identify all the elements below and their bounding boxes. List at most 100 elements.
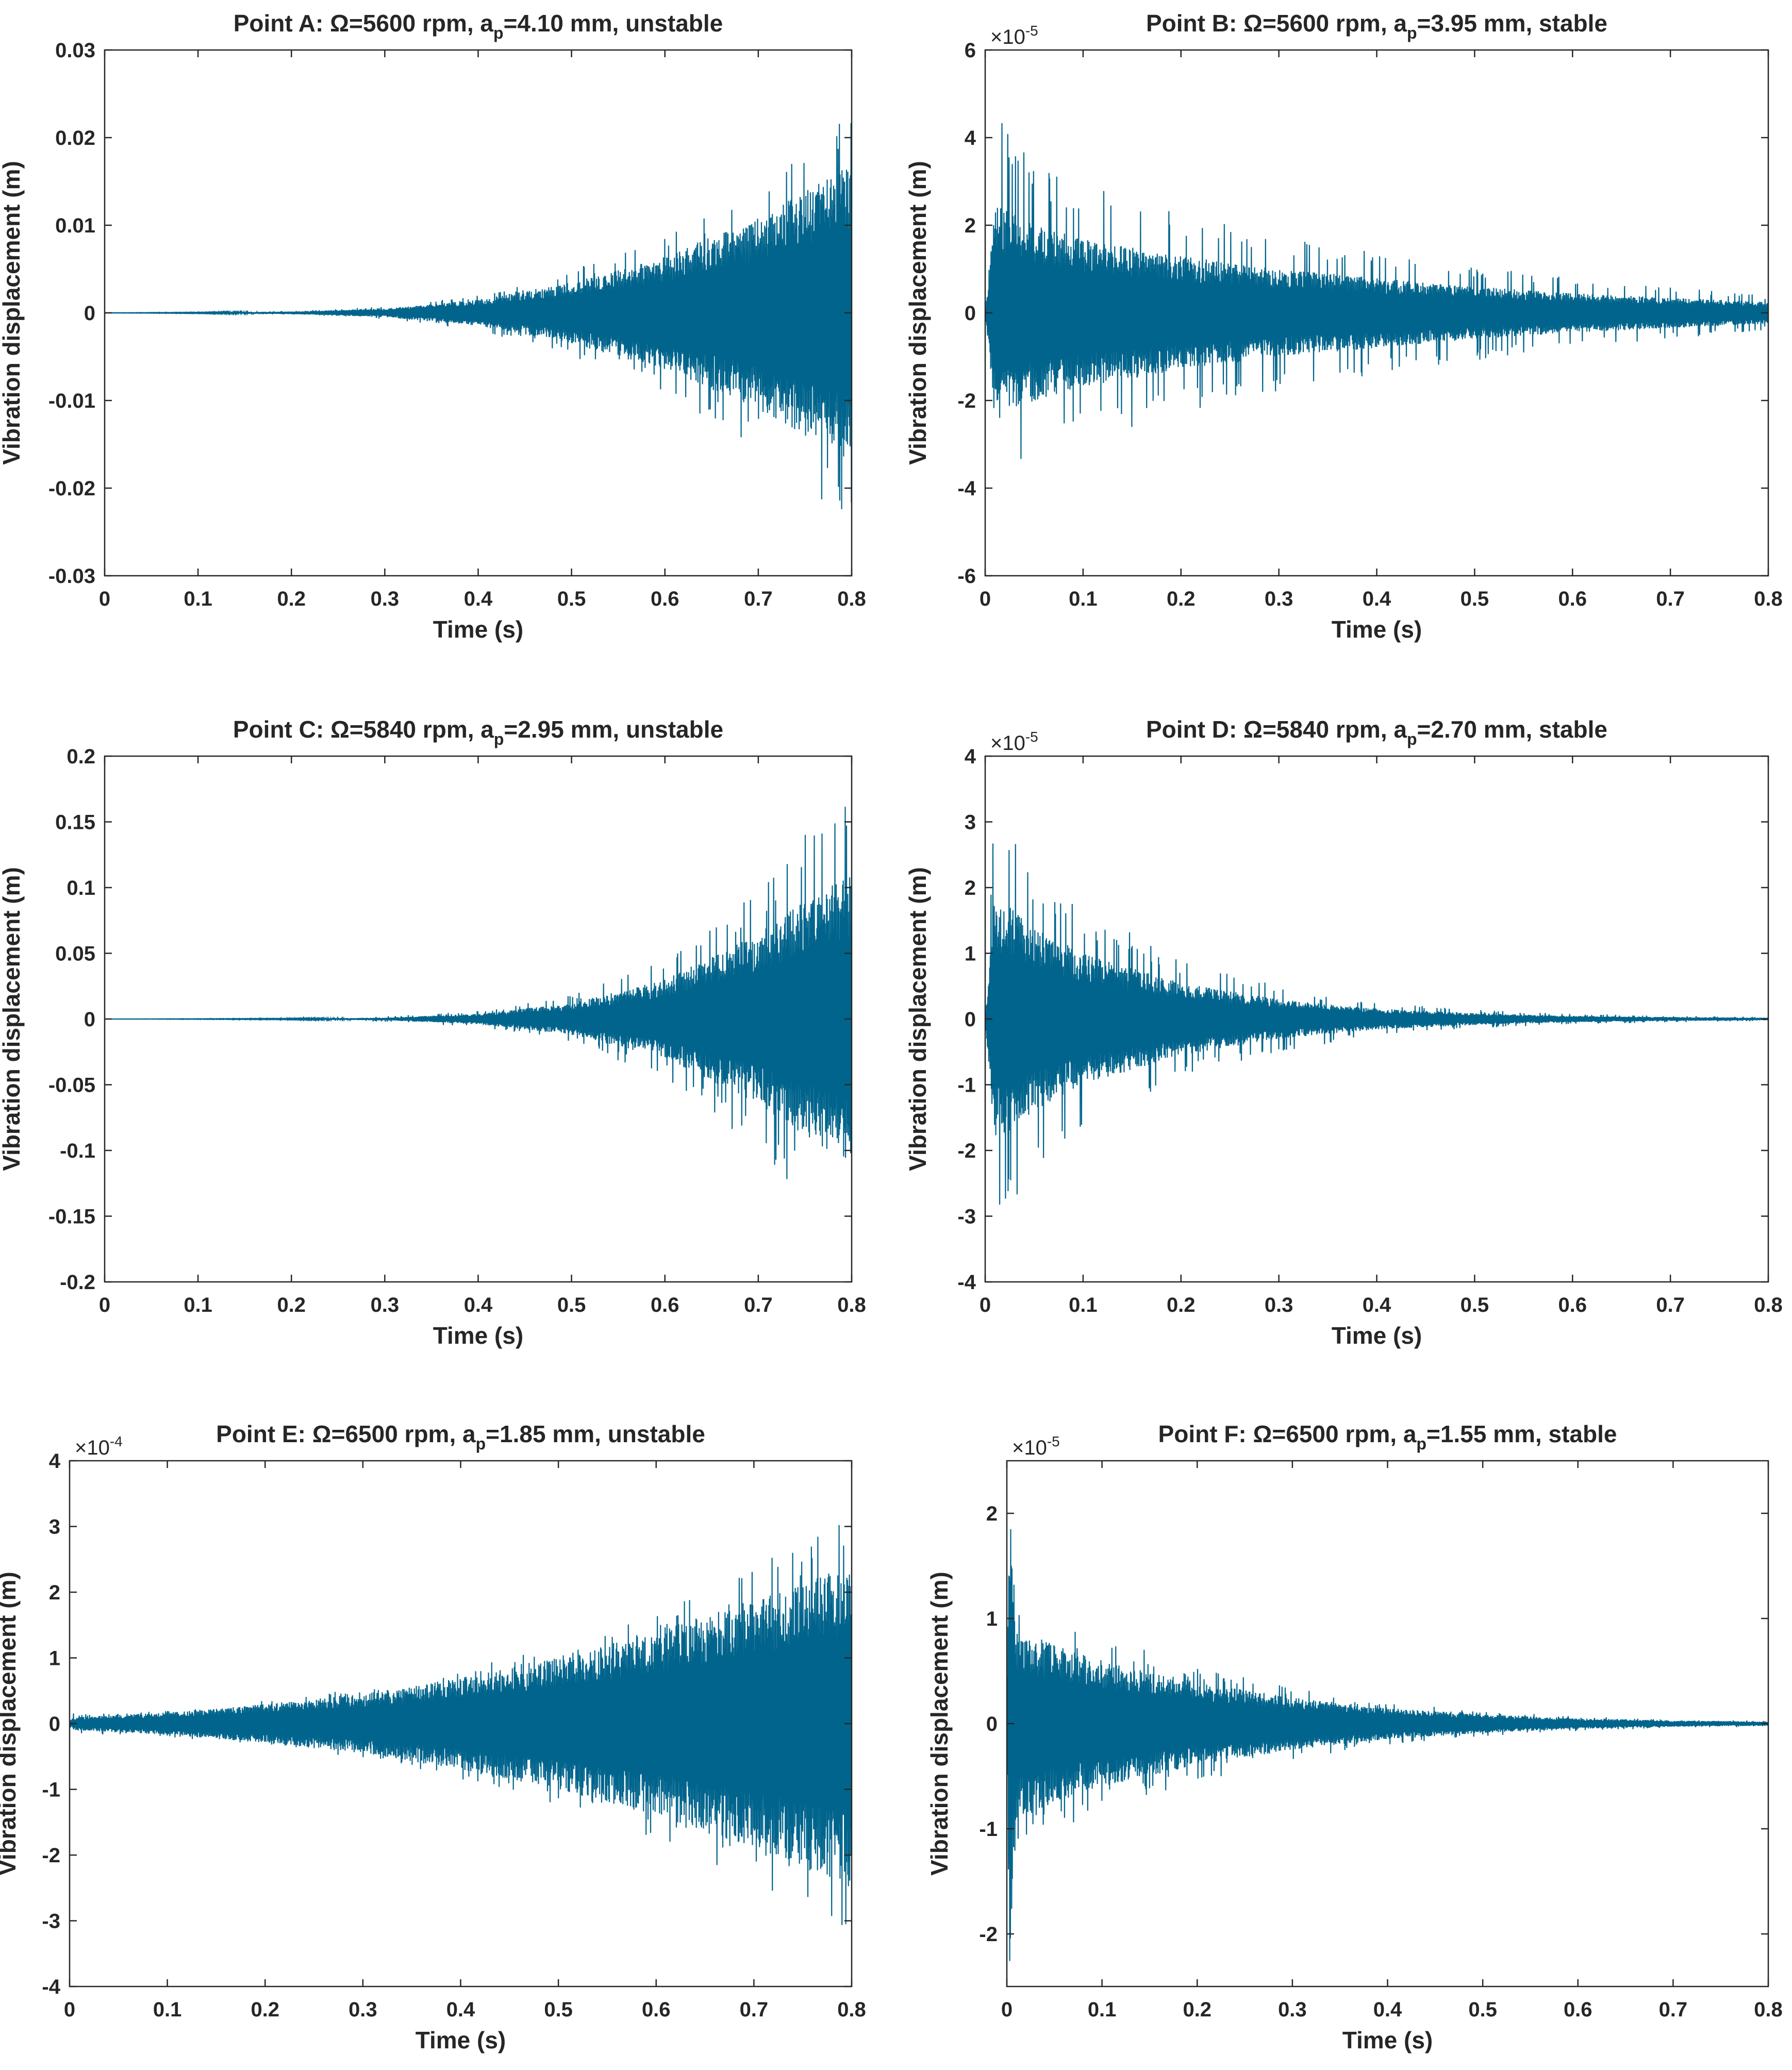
x-tick-label: 0.7 (1656, 1294, 1685, 1316)
series-line-a (105, 123, 852, 509)
x-tick-label: 0.3 (371, 588, 400, 610)
y-tick-label: 3 (49, 1516, 60, 1539)
x-tick-label: 0.6 (651, 1294, 679, 1316)
x-tick-label: 0.4 (464, 588, 493, 610)
x-tick-label: 0.5 (1461, 1294, 1489, 1316)
y-tick-label: -4 (957, 477, 976, 500)
y-tick-label: -4 (42, 1976, 60, 1998)
y-tick-label: 2 (986, 1503, 998, 1525)
series-line-d (985, 843, 1768, 1205)
series-line-e (70, 1525, 852, 1925)
y-tick-label: -0.03 (48, 565, 95, 588)
y-tick-label: -0.01 (48, 390, 95, 412)
x-tick-label: 0 (980, 588, 991, 610)
x-tick-label: 0.8 (837, 1998, 866, 2021)
x-tick-label: 0.5 (1468, 1998, 1497, 2021)
y-tick-label: -0.02 (48, 477, 95, 500)
y-tick-label: -0.05 (48, 1074, 95, 1097)
x-tick-label: 0 (99, 588, 110, 610)
x-axis-label: Time (s) (1332, 616, 1422, 643)
x-tick-label: 0.2 (277, 588, 306, 610)
y-tick-label: 0.2 (67, 745, 95, 768)
x-tick-label: 0.7 (744, 1294, 773, 1316)
exponent-label: ×10-5 (1012, 1433, 1060, 1459)
y-tick-label: -4 (957, 1271, 976, 1294)
y-tick-label: -6 (957, 565, 976, 588)
x-axis-label: Time (s) (1332, 1322, 1422, 1349)
x-tick-label: 0.7 (1659, 1998, 1688, 2021)
series-line-c (105, 807, 852, 1179)
x-tick-label: 0 (64, 1998, 75, 2021)
x-axis-label: Time (s) (433, 616, 524, 643)
series-line-f (1007, 1529, 1768, 1961)
x-tick-label: 0.3 (1265, 1294, 1293, 1316)
x-tick-label: 0.8 (837, 1294, 866, 1316)
x-tick-label: 0.5 (557, 1294, 586, 1316)
y-axis-label: Vibration displacement (m) (0, 161, 25, 465)
y-axis-label: Vibration displacement (m) (0, 867, 25, 1171)
y-tick-label: 0 (84, 1008, 95, 1031)
y-axis-label: Vibration displacement (m) (904, 867, 931, 1171)
y-tick-label: 0.15 (55, 811, 95, 834)
x-tick-label: 0 (1001, 1998, 1013, 2021)
chart-title: Point D: Ω=5840 rpm, ap=2.70 mm, stable (1146, 716, 1607, 748)
x-tick-label: 0.2 (277, 1294, 306, 1316)
chart-panel-c: 0 0.1 0.2 0.3 0.4 0.5 0.6 0.7 0.8 -0.2 -0.15 -0.1 -0… (0, 716, 866, 1349)
x-axis-label: Time (s) (1342, 2027, 1433, 2054)
x-axis-label: Time (s) (433, 1322, 524, 1349)
x-tick-label: 0.6 (642, 1998, 671, 2021)
y-tick-label: -0.1 (60, 1140, 95, 1162)
chart-title: Point E: Ω=6500 rpm, ap=1.85 mm, unstabl… (216, 1421, 705, 1453)
y-tick-label: -0.2 (60, 1271, 95, 1294)
x-tick-label: 0.1 (184, 588, 212, 610)
x-tick-label: 0.2 (1167, 1294, 1196, 1316)
y-tick-label: 2 (965, 877, 976, 899)
x-tick-label: 0.5 (544, 1998, 573, 2021)
chart-panel-e: 0 0.1 0.2 0.3 0.4 0.5 0.6 0.7 0.8 -4 -3 -2 -1 0 1 2 3 4 ×1… (0, 1421, 866, 2054)
chart-panel-d: 0 0.1 0.2 0.3 0.4 0.5 0.6 0.7 0.8 -4 -3 -2 -1 0 1 2 3 4 ×1… (904, 716, 1783, 1349)
x-tick-label: 0.4 (1363, 1294, 1391, 1316)
chart-panel-b: 0 0.1 0.2 0.3 0.4 0.5 0.6 0.7 0.8 -6 -4 -2 0 2 4 6 ×10-5… (904, 10, 1783, 643)
y-tick-label: 0.02 (55, 127, 95, 149)
y-tick-label: 1 (49, 1647, 60, 1670)
x-tick-label: 0.4 (446, 1998, 475, 2021)
y-tick-label: 0 (965, 302, 976, 325)
y-tick-label: 0.05 (55, 943, 95, 965)
x-tick-label: 0.1 (184, 1294, 212, 1316)
exponent-label: ×10-5 (990, 23, 1038, 48)
x-tick-label: 0.1 (1069, 588, 1098, 610)
x-tick-label: 0.3 (1278, 1998, 1307, 2021)
x-tick-label: 0.1 (1088, 1998, 1117, 2021)
y-tick-label: 4 (965, 745, 976, 768)
y-tick-label: 6 (965, 39, 976, 62)
y-tick-label: 0 (49, 1713, 60, 1735)
y-tick-label: -3 (42, 1910, 60, 1933)
x-tick-label: 0.3 (371, 1294, 400, 1316)
x-tick-label: 0.7 (744, 588, 773, 610)
y-tick-label: 0.03 (55, 39, 95, 62)
chart-panel-f: 0 0.1 0.2 0.3 0.4 0.5 0.6 0.7 0.8 -2 -1 0 1 2 ×10-5 Poi… (926, 1421, 1783, 2054)
y-tick-label: 4 (965, 127, 976, 149)
chart-title: Point C: Ω=5840 rpm, ap=2.95 mm, unstabl… (233, 716, 723, 748)
x-tick-label: 0.1 (1069, 1294, 1098, 1316)
chart-title: Point F: Ω=6500 rpm, ap=1.55 mm, stable (1158, 1421, 1617, 1453)
x-tick-label: 0.8 (1754, 588, 1783, 610)
y-tick-label: 1 (986, 1608, 998, 1630)
series-line-b (985, 123, 1768, 459)
x-tick-label: 0 (980, 1294, 991, 1316)
y-tick-label: -2 (957, 1140, 976, 1162)
x-tick-label: 0.7 (1656, 588, 1685, 610)
y-tick-label: 0 (965, 1008, 976, 1031)
x-tick-label: 0.3 (1265, 588, 1293, 610)
x-tick-label: 0.6 (1558, 1294, 1587, 1316)
x-tick-label: 0.1 (153, 1998, 182, 2021)
y-tick-label: -3 (957, 1206, 976, 1228)
y-tick-label: -1 (42, 1779, 60, 1801)
y-tick-label: -2 (957, 390, 976, 412)
y-tick-label: 0.01 (55, 214, 95, 237)
y-tick-label: -2 (979, 1923, 998, 1946)
x-tick-label: 0.8 (1754, 1294, 1783, 1316)
y-tick-label: 1 (965, 943, 976, 965)
y-tick-label: 0 (986, 1713, 998, 1735)
